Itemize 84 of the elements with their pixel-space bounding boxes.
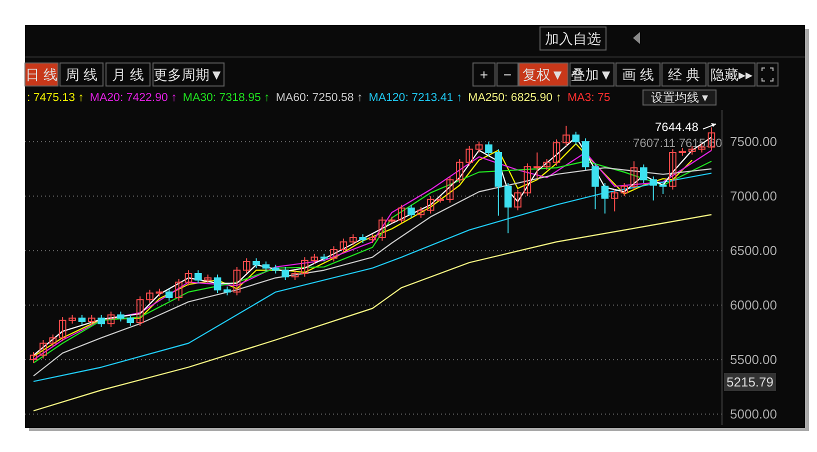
candlestick (30, 351, 38, 364)
candlestick (524, 162, 532, 197)
candlestick (417, 206, 425, 218)
y-tick-label: 6000.00 (730, 297, 777, 312)
text: MA60: 7250.58 ↑ (276, 92, 363, 104)
candlestick (398, 204, 406, 224)
candlestick (562, 125, 570, 146)
candlestick (504, 182, 512, 234)
candlestick (610, 189, 618, 212)
candlestick (659, 181, 667, 194)
text: 画 线 (622, 66, 654, 82)
candlestick (310, 253, 318, 264)
candlestick (40, 339, 47, 360)
candlestick (117, 311, 124, 322)
candlestick (301, 256, 308, 278)
candlestick (184, 270, 192, 286)
candlestick (98, 314, 105, 328)
text: MA20: 7422.90 ↑ (90, 92, 177, 104)
text: + (480, 66, 488, 82)
candlestick (107, 311, 115, 328)
candlestick (426, 196, 434, 214)
text: MA120: 7213.41 ↑ (368, 92, 462, 104)
candlestick (592, 162, 599, 210)
candlestick (146, 289, 154, 304)
candlestick (194, 270, 202, 284)
candlestick (349, 234, 357, 246)
annotation: 7644.48 (655, 120, 699, 134)
text: − (503, 66, 512, 82)
candlestick (233, 266, 241, 296)
text: 叠加▼ (571, 66, 613, 82)
y-tick-label: 6500.00 (730, 242, 777, 258)
candlestick (466, 145, 473, 166)
candlestick (669, 148, 676, 190)
text: MA250: 6825.90 ↑ (468, 92, 562, 104)
text: 隐藏▸▸ (710, 66, 752, 82)
candlestick (475, 141, 483, 154)
candlestick (601, 182, 609, 214)
candlestick (242, 258, 250, 274)
candlestick (340, 238, 348, 254)
candlestick (330, 246, 338, 262)
candlestick (408, 204, 415, 218)
y-tick-label: 5000.00 (730, 406, 777, 422)
text: 加入自选 (545, 30, 601, 46)
candlestick (620, 182, 628, 197)
candlestick (533, 152, 541, 180)
text: MA30: 7318.95 ↑ (182, 92, 270, 104)
text: 复权▼ (522, 66, 564, 82)
candlestick (640, 164, 648, 184)
candlestick (456, 158, 464, 184)
candlestick (514, 189, 522, 211)
candlestick (485, 141, 492, 156)
text: 周 线 (66, 66, 98, 82)
candlestick (88, 314, 96, 326)
candlestick (58, 316, 66, 342)
candlestick (252, 258, 260, 269)
y-tick-label: 5500.00 (730, 352, 777, 367)
text: : 7475.13 ↑ (27, 92, 84, 104)
candlestick (291, 270, 299, 281)
text: MA3: 75 (567, 92, 610, 104)
candlestick (126, 314, 134, 326)
candlestick (572, 131, 580, 146)
y-tick-label: 7500.00 (730, 134, 777, 149)
candlestick (262, 261, 270, 272)
candlestick (214, 274, 222, 294)
candlestick (378, 216, 386, 242)
line-series (32, 214, 712, 412)
text: 5215.79 (726, 374, 774, 390)
text: 设置均线 ▾ (650, 90, 708, 105)
text: 日 线 (26, 66, 58, 82)
candlestick (552, 138, 560, 166)
candlestick (446, 176, 454, 204)
candlestick (136, 296, 144, 326)
text: 经 典 (668, 66, 700, 82)
candlestick (78, 314, 86, 326)
candlestick (49, 334, 57, 348)
candlestick (165, 288, 173, 302)
text: 更多周期▼ (154, 66, 224, 82)
candlestick (630, 160, 638, 190)
text: 月 线 (112, 66, 144, 82)
candlestick (175, 278, 182, 302)
candlestick (543, 158, 550, 170)
candlestick (282, 266, 289, 281)
y-tick-label: 7000.00 (730, 188, 777, 204)
candlestick (650, 176, 657, 201)
